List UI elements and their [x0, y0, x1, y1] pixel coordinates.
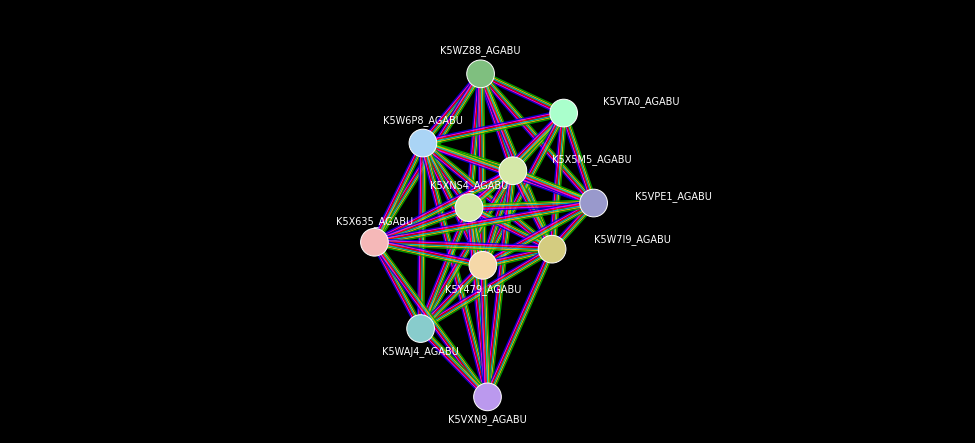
Circle shape: [580, 189, 607, 217]
Text: K5W6P8_AGABU: K5W6P8_AGABU: [383, 116, 463, 126]
Text: K5X635_AGABU: K5X635_AGABU: [335, 216, 413, 227]
Circle shape: [410, 129, 437, 157]
Circle shape: [474, 383, 501, 411]
Text: K5VXN9_AGABU: K5VXN9_AGABU: [448, 415, 526, 425]
Text: K5WZ88_AGABU: K5WZ88_AGABU: [441, 45, 521, 56]
Text: K5VPE1_AGABU: K5VPE1_AGABU: [635, 190, 712, 202]
Circle shape: [538, 235, 566, 263]
Text: K5Y479_AGABU: K5Y479_AGABU: [445, 284, 521, 295]
Circle shape: [455, 194, 483, 222]
Circle shape: [361, 229, 388, 256]
Text: K5X5M5_AGABU: K5X5M5_AGABU: [552, 154, 632, 165]
Circle shape: [469, 252, 496, 279]
Text: K5VTA0_AGABU: K5VTA0_AGABU: [603, 96, 680, 107]
Text: K5XNS4_AGABU: K5XNS4_AGABU: [430, 180, 508, 191]
Text: K5W7I9_AGABU: K5W7I9_AGABU: [594, 234, 671, 245]
Circle shape: [467, 60, 494, 88]
Text: K5WAJ4_AGABU: K5WAJ4_AGABU: [382, 346, 459, 357]
Circle shape: [499, 157, 526, 185]
Circle shape: [550, 99, 577, 127]
Circle shape: [407, 315, 435, 342]
